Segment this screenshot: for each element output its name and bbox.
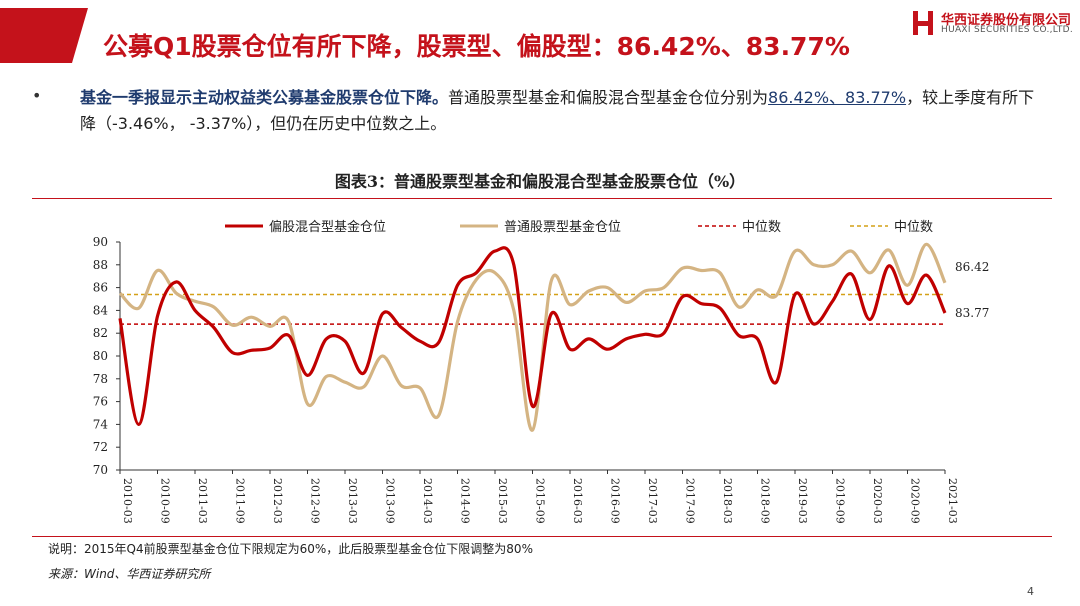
logo-chinese-name: 华西证券股份有限公司	[941, 13, 1072, 28]
x-tick-label: 2016-03	[571, 478, 584, 524]
y-tick-label: 72	[93, 440, 108, 454]
y-tick-label: 70	[93, 463, 108, 477]
company-logo: 华西证券股份有限公司 HUAXI SECURITIES CO.,LTD.	[913, 9, 1073, 39]
x-tick-label: 2017-03	[646, 478, 659, 524]
x-tick-label: 2017-09	[684, 478, 697, 524]
legend-label: 中位数	[894, 220, 933, 235]
y-tick-label: 88	[93, 258, 108, 272]
x-tick-label: 2020-09	[909, 478, 922, 524]
summary-text-1: 普通股票型基金和偏股混合型基金仓位分别为	[448, 88, 769, 107]
page-title: 公募Q1股票仓位有所下降，股票型、偏股型：86.42%、83.77%	[103, 32, 850, 61]
y-tick-label: 90	[93, 235, 108, 249]
x-tick-label: 2015-09	[534, 478, 547, 524]
end-labels: 86.42 83.77	[955, 260, 989, 320]
x-tick-label: 2012-09	[309, 478, 322, 524]
logo-mark-icon	[913, 11, 935, 35]
x-tick-label: 2011-03	[196, 478, 209, 524]
summary-text-2: ，较上季度有所下降（-3.46%， -3.37%），但仍在历史中位数之上。	[80, 88, 1035, 133]
x-tick-label: 2018-09	[759, 478, 772, 524]
series-line-mixed	[118, 246, 947, 427]
chart-legend: 偏股混合型基金仓位 普通股票型基金仓位 中位数 中位数	[225, 219, 933, 235]
median-lines	[120, 293, 945, 325]
end-label-mixed: 83.77	[955, 306, 989, 320]
y-tick-label: 84	[93, 303, 109, 317]
position-line-chart: 偏股混合型基金仓位 普通股票型基金仓位 中位数 中位数 70 72 74 76 78 80 82 8…	[93, 219, 990, 524]
logo-english-name: HUAXI SECURITIES CO.,LTD.	[941, 25, 1074, 35]
x-tick-label: 2012-03	[271, 478, 284, 524]
x-tick-label: 2010-09	[159, 478, 172, 524]
series-lines	[118, 242, 947, 432]
x-tick-label: 2019-03	[796, 478, 809, 524]
bullet-icon: •	[32, 86, 42, 105]
x-tick-label: 2019-09	[834, 478, 847, 524]
series-line-stock	[118, 242, 947, 432]
y-tick-label: 76	[93, 395, 108, 409]
summary-paragraph: 基金一季报显示主动权益类公募基金股票仓位下降。普通股票型基金和偏股混合型基金仓位…	[80, 85, 1035, 137]
chart-note: 说明：2015年Q4前股票型基金仓位下限规定为60%，此后股票型基金仓位下限调整…	[48, 542, 533, 556]
legend-label: 普通股票型基金仓位	[504, 219, 621, 235]
page-number: 4	[1027, 585, 1034, 598]
x-tick-label: 2011-09	[234, 478, 247, 524]
caption-divider-top	[32, 198, 1052, 199]
x-tick-label: 2018-03	[721, 478, 734, 524]
y-tick-label: 78	[93, 372, 108, 386]
legend-label: 中位数	[742, 220, 781, 235]
summary-values: 86.42%、83.77%	[768, 88, 907, 107]
y-tick-label: 74	[93, 417, 109, 431]
chart-source: 来源：Wind、华西证券研究所	[48, 567, 211, 581]
summary-lead: 基金一季报显示主动权益类公募基金股票仓位下降。	[80, 88, 449, 107]
x-tick-label: 2010-03	[121, 478, 134, 524]
x-tick-label: 2016-09	[609, 478, 622, 524]
x-tick-label: 2014-09	[459, 478, 472, 524]
chart-caption: 图表3：普通股票型基金和偏股混合型基金股票仓位（%）	[334, 172, 746, 191]
legend-label: 偏股混合型基金仓位	[269, 219, 386, 235]
y-tick-label: 86	[93, 281, 108, 295]
x-tick-label: 2021-03	[946, 478, 959, 524]
end-label-stock: 86.42	[955, 260, 989, 274]
x-tick-label: 2015-03	[496, 478, 509, 524]
chart-axes: 70 72 74 76 78 80 82 84 86 88 90 2010-03 2010-09 2011…	[93, 235, 959, 524]
x-tick-label: 2014-03	[421, 478, 434, 524]
x-tick-label: 2020-03	[871, 478, 884, 524]
title-accent-bar	[0, 8, 88, 63]
x-tick-label: 2013-09	[384, 478, 397, 524]
y-tick-label: 82	[93, 326, 108, 340]
chart-divider-bottom	[32, 536, 1052, 537]
x-tick-label: 2013-03	[346, 478, 359, 524]
y-tick-label: 80	[93, 349, 108, 363]
